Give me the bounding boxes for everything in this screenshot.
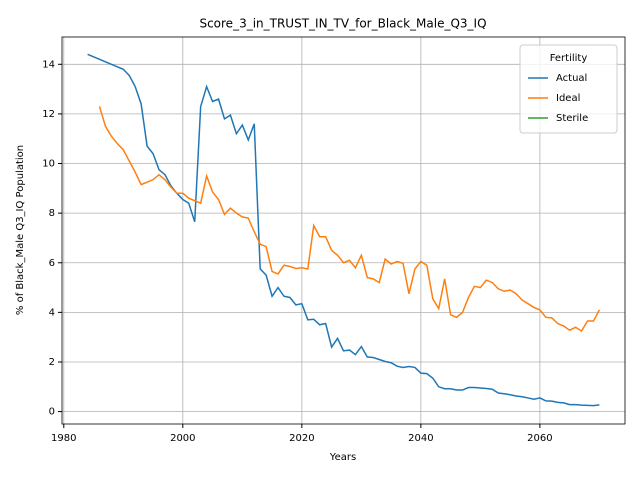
y-tick-label: 4 (49, 307, 55, 318)
plot-frame (61, 36, 626, 425)
legend-title: Fertility (550, 53, 588, 64)
x-tick-label: 2020 (289, 433, 314, 444)
y-tick-label: 14 (42, 59, 55, 70)
y-tick-label: 12 (42, 109, 55, 120)
x-tick-label: 2040 (408, 433, 433, 444)
legend-box (519, 44, 618, 134)
x-tick-label: 1980 (51, 433, 76, 444)
y-tick-label: 2 (49, 357, 55, 368)
x-axis-label: Years (329, 452, 356, 463)
y-tick-label: 10 (42, 159, 55, 170)
chart-title: Score_3_in_TRUST_IN_TV_for_Black_Male_Q3… (199, 17, 486, 31)
y-tick-label: 8 (49, 208, 55, 219)
y-axis-label: % of Black_Male Q3_IQ Population (15, 145, 26, 315)
x-tick-label: 2060 (527, 433, 552, 444)
legend-label: Sterile (556, 113, 588, 124)
x-tick-label: 2000 (170, 433, 195, 444)
y-tick-label: 0 (49, 407, 55, 418)
legend-label: Ideal (556, 93, 580, 104)
data-line (98, 106, 601, 333)
y-tick-label: 6 (49, 258, 55, 269)
legend-label: Actual (556, 73, 587, 84)
